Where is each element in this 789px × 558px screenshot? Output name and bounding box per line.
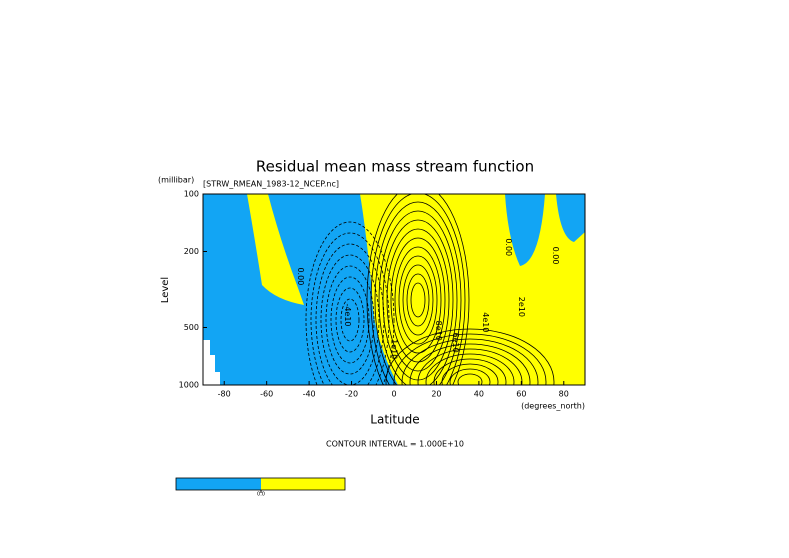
y-unit: (millibar) <box>158 176 194 185</box>
chart-title: Residual mean mass stream function <box>256 158 534 176</box>
contour-line <box>410 282 426 318</box>
colorbar-negative <box>176 478 261 490</box>
x-tick-label: 40 <box>474 390 484 399</box>
contour-line <box>398 255 438 345</box>
contour-line <box>457 373 483 385</box>
contour-line <box>378 210 458 385</box>
contour-line <box>390 237 446 363</box>
y-tick-label: 500 <box>184 323 199 332</box>
contour-line <box>394 246 442 354</box>
x-tick-label: -80 <box>218 390 231 399</box>
contour-line <box>433 358 507 385</box>
x-axis-label: Latitude <box>370 413 419 427</box>
contour-line <box>449 368 491 385</box>
contour-line <box>401 338 539 385</box>
y-tick-label: 200 <box>184 247 199 256</box>
x-tick-label: -40 <box>303 390 316 399</box>
positive-fill <box>247 194 304 305</box>
positive-fill <box>360 194 585 385</box>
y-tick-label: 100 <box>184 190 199 199</box>
contour-label: 0.00 <box>504 238 513 256</box>
contour-line <box>386 228 450 372</box>
x-tick-label: -60 <box>260 390 273 399</box>
y-tick-label: 1000 <box>179 381 199 390</box>
x-tick-label: 20 <box>431 390 441 399</box>
contour-line <box>370 194 466 385</box>
contour-line <box>417 348 523 385</box>
contour-line <box>335 287 365 353</box>
x-tick-label: 80 <box>559 390 569 399</box>
x-unit: (degrees_north) <box>521 402 585 411</box>
contour-label: 4e10 <box>481 312 490 332</box>
contour-line <box>374 201 462 385</box>
contour-label: 0.00 <box>551 247 560 265</box>
contour-line <box>385 328 555 385</box>
contour-label: 1e10 <box>390 339 399 359</box>
x-tick-label: 60 <box>516 390 526 399</box>
contour-line <box>425 353 515 385</box>
contour-line <box>441 363 499 385</box>
contour-line <box>310 232 390 385</box>
note: CONTOUR INTERVAL = 1.000E+10 <box>326 440 464 449</box>
contour-fills <box>203 194 585 385</box>
x-tick-label: 0 <box>391 390 396 399</box>
contour-line <box>330 276 370 364</box>
contour-line <box>305 221 395 385</box>
contour-line <box>409 343 531 385</box>
contour-line <box>402 264 434 336</box>
colorbar-tick-label: 0.0 <box>257 492 265 498</box>
contour-label: -4e10 <box>343 303 352 326</box>
contour-label: 0.00 <box>296 267 305 285</box>
missing-data <box>203 340 220 385</box>
contour-line <box>340 298 360 342</box>
contour-line <box>320 254 380 385</box>
contour-label: 2e10 <box>517 297 526 317</box>
colorbar-positive <box>261 478 345 490</box>
x-tick-label: -20 <box>345 390 358 399</box>
contour-line <box>325 265 375 375</box>
contour-line <box>406 273 430 327</box>
contour-lines <box>305 194 555 385</box>
contour-label: 6e10 <box>451 333 460 353</box>
colorbar: 0.0 <box>175 477 346 498</box>
subtitle: [STRW_RMEAN_1983-12_NCEP.nc] <box>203 180 339 189</box>
y-axis-label: Level <box>160 277 171 303</box>
contour-line <box>366 194 470 385</box>
contour-label: 8e10 <box>434 321 443 341</box>
